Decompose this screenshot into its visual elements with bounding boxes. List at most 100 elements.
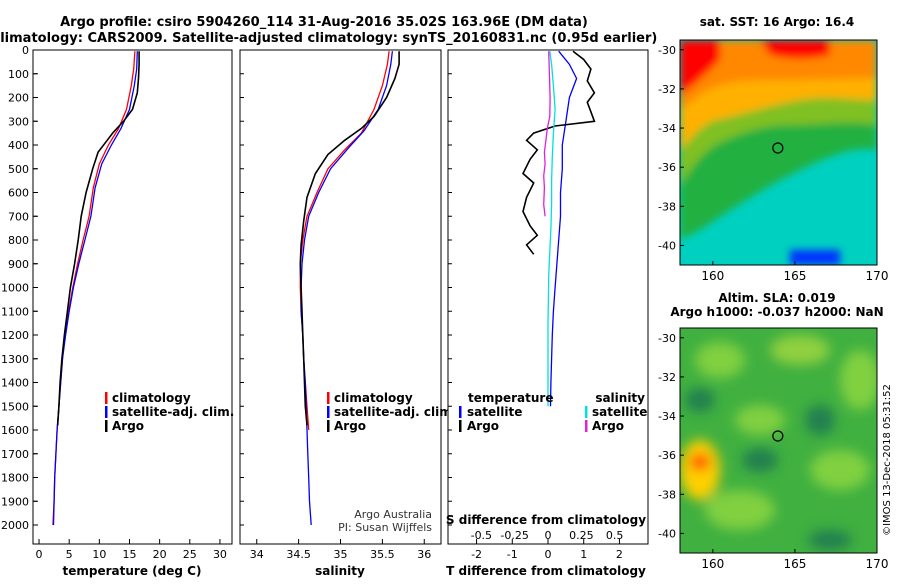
x-tick-label: 25: [183, 548, 197, 561]
depth-tick-label: 700: [8, 210, 29, 223]
salinity-lines: [299, 51, 400, 526]
legend-climatology-swatch: [105, 392, 108, 404]
depth-tick-label: 400: [8, 139, 29, 152]
header-line2: Climatology: CARS2009. Satellite-adjuste…: [0, 31, 657, 46]
map-y-tick-label: -40: [658, 239, 676, 252]
temperature-panel: 0100200300400500600700800900100011001200…: [1, 44, 234, 578]
legend-satellite-swatch: [327, 406, 330, 418]
difference-x-ticks: -2 -1 0 1 2: [448, 49, 623, 561]
legend-climatology: climatology: [334, 391, 413, 405]
legend-argo-swatch: [327, 420, 330, 432]
legend-argo: Argo: [334, 419, 366, 433]
legend-t-argo-swatch: [459, 420, 462, 432]
x-tick-label: 2: [616, 548, 623, 561]
x-tick-label: 5: [66, 548, 73, 561]
depth-tick-label: 1500: [1, 400, 29, 413]
map-x-tick-label: 165: [783, 269, 806, 283]
depth-tick-label: 0: [22, 44, 29, 57]
sla-ticks: 160 165 170 -30 -32 -34 -36 -38 -40: [658, 332, 888, 571]
series-line: [522, 50, 596, 255]
map-x-tick-label: 160: [701, 557, 724, 571]
x-tick-label: 1: [580, 548, 587, 561]
x-tick-label: 15: [122, 548, 136, 561]
depth-tick-label: 200: [8, 92, 29, 105]
legend-s-satellite-swatch: [585, 406, 588, 418]
temperature-x-ticks: 0 5 10 15 20 25 30: [33, 49, 227, 561]
sla-float-marker: [772, 430, 784, 442]
salinity-axes: [239, 49, 442, 545]
depth-tick-label: 600: [8, 187, 29, 200]
map-y-tick-label: -30: [658, 44, 676, 57]
sst-ticks: 160 165 170 -30 -32 -34 -36 -38 -40: [658, 44, 888, 283]
map-y-tick-label: -36: [658, 449, 676, 462]
temperature-xlabel: temperature (deg C): [63, 564, 202, 578]
x-tick-label: 34.5: [286, 548, 311, 561]
map-y-tick-label: -38: [658, 200, 676, 213]
difference-panel: -2 -1 0 1 2 -0.5 -0.25 0 0.25 0.5 S difference f…: [446, 49, 649, 578]
map-y-tick-label: -38: [658, 488, 676, 501]
sla-title: Altim. SLA: 0.019: [718, 291, 835, 305]
depth-tick-label: 800: [8, 234, 29, 247]
series-line: [547, 51, 556, 407]
depth-tick-label: 500: [8, 163, 29, 176]
difference-xlabel2: S difference from climatology: [446, 513, 646, 527]
depth-tick-label: 1000: [1, 282, 29, 295]
sla-axes: [679, 327, 878, 554]
s-diff-tick-label: 0: [545, 529, 552, 542]
x-tick-label: 0: [36, 548, 43, 561]
legend-salinity-head: salinity: [595, 391, 645, 405]
sla-subtitle: Argo h1000: -0.037 h2000: NaN: [670, 305, 883, 319]
legend-temperature-head: temperature: [468, 391, 553, 405]
map-y-tick-label: -32: [658, 371, 676, 384]
map-y-tick-label: -32: [658, 83, 676, 96]
map-y-tick-label: -34: [658, 122, 676, 135]
salinity-diff-ticks: -0.5 -0.25 0 0.25 0.5: [471, 529, 624, 542]
legend-t-satellite-swatch: [459, 406, 462, 418]
s-diff-tick-label: 0.25: [569, 529, 594, 542]
x-tick-label: 30: [213, 548, 227, 561]
s-diff-tick-label: 0.5: [606, 529, 624, 542]
legend-climatology-swatch: [327, 392, 330, 404]
credit-line2: PI: Susan Wijffels: [338, 521, 432, 534]
depth-tick-label: 900: [8, 258, 29, 271]
map-x-tick-label: 160: [701, 269, 724, 283]
legend-argo: Argo: [112, 419, 144, 433]
x-tick-label: -1: [507, 548, 518, 561]
legend-climatology: climatology: [112, 391, 191, 405]
depth-tick-label: 1900: [1, 495, 29, 508]
depth-tick-label: 1700: [1, 448, 29, 461]
depth-tick-label: 1800: [1, 472, 29, 485]
map-x-tick-label: 170: [866, 269, 889, 283]
sla-map-panel: Altim. SLA: 0.019 Argo h1000: -0.037 h20…: [658, 291, 888, 571]
credit-line1: Argo Australia: [354, 508, 432, 521]
header-line1: Argo profile: csiro 5904260_114 31-Aug-2…: [60, 15, 588, 30]
x-tick-label: 36: [417, 548, 431, 561]
depth-tick-label: 100: [8, 68, 29, 81]
difference-legend: temperature satellite Argo salinity sate…: [459, 391, 647, 433]
salinity-panel: 34 34.5 35 35.5 36 salinity climatology sate…: [239, 49, 456, 578]
salinity-x-ticks: 34 34.5 35 35.5 36: [240, 49, 431, 561]
sst-map-panel: sat. SST: 16 Argo: 16.4 160 165 170 -30 -32 -…: [658, 15, 888, 283]
sst-axes: [679, 39, 878, 266]
depth-tick-label: 300: [8, 115, 29, 128]
legend-s-argo-swatch: [585, 420, 588, 432]
map-y-tick-label: -36: [658, 161, 676, 174]
map-x-tick-label: 165: [783, 557, 806, 571]
depth-tick-label: 1300: [1, 353, 29, 366]
legend-t-satellite: satellite: [467, 405, 522, 419]
x-tick-label: 0: [545, 548, 552, 561]
x-tick-label: 10: [92, 548, 106, 561]
sst-float-marker: [772, 142, 784, 154]
depth-axis: 0 100 200 300 400 500 600 700 800 900 1000 1100 1200…: [1, 44, 38, 532]
depth-tick-label: 1100: [1, 305, 29, 318]
timestamp: ©IMOS 13-Dec-2018 05:31:52: [882, 384, 893, 536]
legend-satellite: satellite-adj. clim.: [112, 405, 234, 419]
depth-tick-label: 1400: [1, 377, 29, 390]
temperature-axes: [32, 49, 233, 545]
x-tick-label: 20: [153, 548, 167, 561]
salinity-xlabel: salinity: [315, 564, 365, 578]
legend-s-argo: Argo: [592, 419, 624, 433]
legend-satellite-swatch: [105, 406, 108, 418]
temperature-legend: climatology satellite-adj. clim. Argo: [105, 391, 234, 433]
